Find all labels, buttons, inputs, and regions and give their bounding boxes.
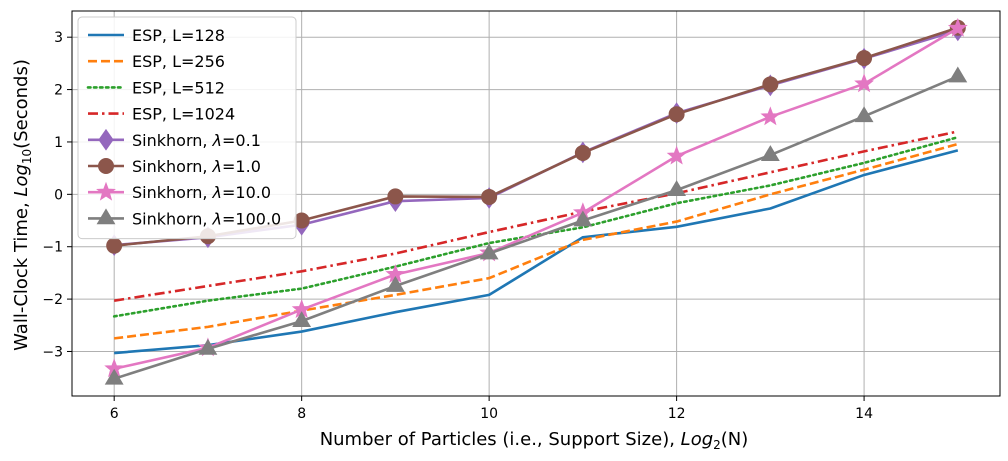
legend-label: Sinkhorn, λ=100.0	[132, 209, 281, 228]
data-point	[948, 66, 968, 83]
x-axis-label: Number of Particles (i.e., Support Size)…	[320, 429, 749, 452]
series-2	[114, 142, 959, 340]
data-point	[854, 106, 874, 123]
y-tick-label: 0	[54, 187, 63, 203]
legend-marker	[96, 181, 116, 201]
data-point	[198, 338, 218, 355]
y-tick-label: 3	[54, 30, 63, 46]
data-point	[387, 188, 404, 205]
legend-label: ESP, L=256	[132, 52, 225, 71]
y-tick-label: −1	[42, 240, 63, 256]
data-point	[574, 144, 591, 161]
x-tick-label: 14	[855, 406, 873, 422]
data-point	[667, 180, 687, 197]
data-point	[106, 237, 123, 254]
legend-label: Sinkhorn, λ=1.0	[132, 157, 261, 176]
legend-item: ESP, L=1024	[88, 105, 235, 124]
x-tick-label: 10	[480, 406, 498, 422]
legend-label: Sinkhorn, λ=0.1	[132, 131, 261, 150]
legend-item: ESP, L=512	[86, 78, 225, 97]
data-point	[481, 188, 498, 205]
legend-label: Sinkhorn, λ=10.0	[132, 183, 271, 202]
y-tick-label: −2	[42, 292, 63, 308]
data-point	[573, 210, 593, 227]
legend-marker	[98, 158, 114, 174]
x-tick-label: 12	[668, 406, 686, 422]
y-tick-label: 1	[54, 135, 63, 151]
y-tick-label: −3	[42, 344, 63, 360]
y-axis-label: Wall-Clock Time, Log10(Seconds)	[11, 59, 34, 351]
series-line	[113, 27, 959, 371]
data-point	[292, 311, 312, 327]
data-point	[668, 106, 685, 123]
legend-label: ESP, L=512	[132, 78, 225, 97]
legend-item: Sinkhorn, λ=10.0	[88, 181, 271, 202]
series-6	[106, 19, 966, 254]
y-tick-label: 2	[54, 83, 63, 99]
legend-frame	[77, 16, 297, 240]
data-point	[479, 243, 499, 260]
data-point	[760, 106, 781, 126]
data-point	[666, 145, 687, 165]
legend: ESP, L=128 ESP, L=256 ESP, L=512 ESP, L=102…	[77, 16, 297, 240]
legend-label: ESP, L=1024	[132, 105, 235, 124]
legend-item: Sinkhorn, λ=100.0	[88, 208, 281, 228]
x-tick-label: 6	[110, 406, 119, 422]
data-point	[760, 145, 780, 161]
data-point	[762, 76, 779, 93]
data-point	[104, 368, 124, 385]
plot-frame	[71, 10, 1001, 397]
legend-label: ESP, L=128	[132, 26, 225, 45]
series-line	[114, 142, 959, 340]
legend-item: Sinkhorn, λ=0.1	[88, 128, 261, 151]
data-point	[947, 17, 968, 37]
legend-item: Sinkhorn, λ=1.0	[88, 157, 261, 176]
data-point	[854, 73, 874, 93]
data-point	[385, 276, 405, 292]
series-8	[104, 66, 968, 385]
legend-marker	[96, 208, 116, 225]
legend-item: ESP, L=256	[88, 52, 225, 71]
legend-marker	[98, 128, 114, 151]
series-line	[114, 149, 959, 355]
series-line	[113, 75, 959, 380]
x-tick-label: 8	[297, 406, 306, 422]
series-1	[114, 149, 959, 355]
legend-item: ESP, L=128	[88, 26, 225, 45]
data-point	[856, 50, 873, 67]
